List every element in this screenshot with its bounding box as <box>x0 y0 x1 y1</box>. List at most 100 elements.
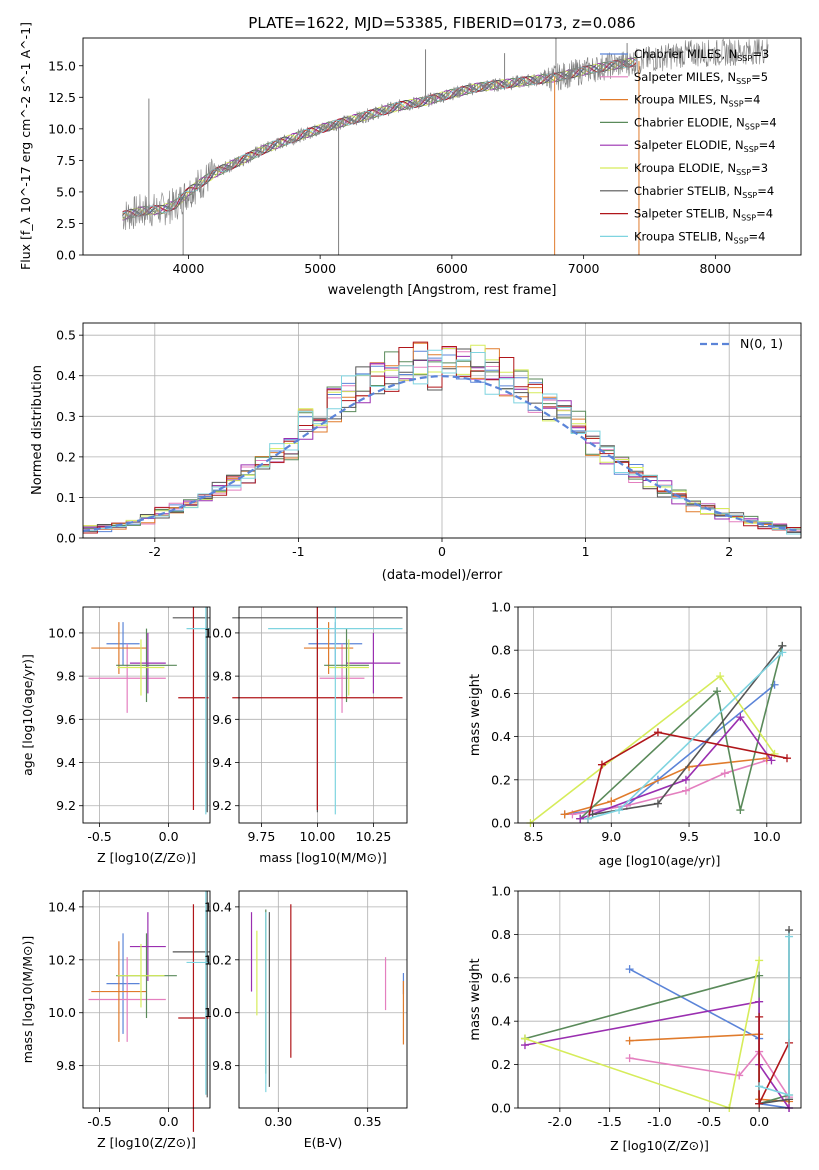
x-tick-label: 0 <box>438 544 446 559</box>
x-tick-label: -2 <box>149 544 161 559</box>
y-tick-label: 1.0 <box>491 600 511 615</box>
legend-entry: Salpeter ELODIE, NSSP=4 <box>634 138 776 154</box>
x-tick-label: 0.0 <box>749 1114 769 1129</box>
normal-reference-curve <box>82 375 802 532</box>
y-axis-label: Flux [f_λ 10^-17 erg cm^-2 s^-1 A^-1] <box>18 22 33 270</box>
ticks: 4000 5000 6000 7000 8000 0.0 2.5 5.0 7.5 10.0 12.5… <box>48 58 731 276</box>
x-tick-label: -0.5 <box>87 829 111 844</box>
residual-histogram-panel: -2 -1 0 1 2 0.0 0.1 0.2 0.3 0.4 0.5 N(0, 1) (data-mo… <box>30 322 802 583</box>
x-tick-label: 0.30 <box>264 1114 292 1129</box>
x-axis-label: mass [log10(M/M⊙)] <box>259 850 387 865</box>
series-point <box>755 956 764 965</box>
grid <box>239 891 407 1108</box>
y-tick-label: 10.0 <box>204 1005 232 1020</box>
y-axis-label: age [log10(age/yr)] <box>20 654 35 776</box>
series-point <box>625 1036 634 1045</box>
errorbar-chabrier-stelib <box>172 607 210 813</box>
y-tick-label: 10.0 <box>204 625 232 640</box>
series-kroupa-stelib <box>755 932 794 1099</box>
x-tick-label: -2.0 <box>548 1114 572 1129</box>
series-point <box>778 648 787 657</box>
axes-frame <box>238 890 408 1109</box>
errorbar-salpeter-stelib <box>232 607 403 811</box>
y-tick-label: 0.1 <box>56 490 76 505</box>
age-vs-metallicity-panel: -0.5 0.0 9.2 9.4 9.6 9.8 10.0 Z [log10(Z/Z⊙)] ag… <box>20 606 211 865</box>
figure-title: PLATE=1622, MJD=53385, FIBERID=0173, z=0… <box>248 14 635 32</box>
x-tick-label: -0.5 <box>697 1114 721 1129</box>
histogram-salpeter-stelib <box>83 341 801 534</box>
y-tick-label: 0.6 <box>491 686 511 701</box>
model-spectrum-kroupa-miles <box>122 57 637 218</box>
x-tick-label: 9.75 <box>247 829 275 844</box>
y-tick-label: 9.8 <box>212 669 232 684</box>
mass-vs-ebv-panel: 0.30 0.35 9.8 10.0 10.2 10.4 E(B-V) <box>204 890 408 1150</box>
y-tick-label: 9.8 <box>56 669 76 684</box>
axes-frame <box>238 606 408 824</box>
y-tick-label: 10.4 <box>204 899 232 914</box>
y-tick-label: 9.8 <box>212 1058 232 1073</box>
ticks: 0.30 0.35 9.8 10.0 10.2 10.4 <box>204 899 381 1129</box>
x-axis-label: Z [log10(Z/Z⊙)] <box>610 1138 709 1153</box>
y-tick-label: 5.0 <box>56 184 76 199</box>
legend-entry: Chabrier MILES, NSSP=3 <box>634 47 769 63</box>
errorbar-kroupa-stelib <box>186 607 210 815</box>
grid <box>83 891 210 1108</box>
model-spectrum-chabrier-elodie <box>122 56 637 220</box>
errorbar-salpeter-miles <box>88 957 166 1042</box>
series-kroupa-miles <box>560 754 771 819</box>
errorbar-salpeter-miles <box>88 643 166 713</box>
y-tick-label: 12.5 <box>48 90 76 105</box>
model-spectrum-salpeter-miles <box>122 60 637 217</box>
ticks: 9.75 10.00 10.25 9.2 9.4 9.6 9.8 10.0 <box>204 625 391 844</box>
series-point <box>625 965 634 974</box>
series-point <box>653 728 662 737</box>
errorbar-salpeter-elodie <box>129 912 166 981</box>
x-tick-label: 10.0 <box>753 829 781 844</box>
series-point <box>736 713 745 722</box>
series-salpeter-elodie <box>520 997 794 1112</box>
y-axis-label: Normed distribution <box>30 365 45 495</box>
y-tick-label: 9.6 <box>56 712 76 727</box>
y-axis-label: mass [log10(M/M⊙)] <box>20 936 35 1064</box>
y-tick-label: 7.5 <box>56 153 76 168</box>
series-point <box>625 1054 634 1063</box>
series-point <box>755 997 764 1006</box>
x-tick-label: 2 <box>725 544 733 559</box>
y-tick-label: 2.5 <box>56 216 76 231</box>
series-chabrier-stelib <box>588 641 787 819</box>
series-line <box>579 715 773 820</box>
y-tick-label: 0.8 <box>491 927 511 942</box>
errorbar-chabrier-elodie <box>324 628 369 703</box>
y-tick-label: 0.3 <box>56 409 76 424</box>
x-tick-label: 0.0 <box>159 1114 179 1129</box>
y-tick-label: 10.2 <box>204 952 232 967</box>
series-point <box>720 769 729 778</box>
model-spectrum-salpeter-stelib <box>122 60 637 217</box>
x-tick-label: -1 <box>292 544 304 559</box>
series-point <box>755 1099 764 1108</box>
errorbar-salpeter-elodie <box>129 632 166 694</box>
model-spectrum-kroupa-stelib <box>122 58 637 218</box>
series-point <box>583 814 592 823</box>
axes-frame <box>82 890 211 1109</box>
series-line <box>587 731 788 819</box>
x-axis-label: wavelength [Angstrom, rest frame] <box>328 283 557 298</box>
grid <box>83 323 801 539</box>
legend-entry: Salpeter STELIB, NSSP=4 <box>634 207 773 223</box>
series-point <box>681 775 690 784</box>
errorbar-kroupa-elodie <box>117 943 165 1008</box>
x-tick-label: 4000 <box>172 261 204 276</box>
series-point <box>653 799 662 808</box>
series-point <box>713 687 722 696</box>
series-point <box>736 806 745 815</box>
model-spectrum-salpeter-elodie <box>122 57 637 221</box>
x-tick-label: -1.0 <box>647 1114 671 1129</box>
x-tick-label: -1.5 <box>597 1114 621 1129</box>
x-tick-label: 0.0 <box>159 829 179 844</box>
y-tick-label: 15.0 <box>48 58 76 73</box>
errorbar-salpeter-stelib <box>178 904 209 1132</box>
y-tick-label: 10.0 <box>48 1005 76 1020</box>
series-point <box>716 672 725 681</box>
y-axis-label: mass weight <box>468 674 483 756</box>
series-kroupa-elodie <box>520 956 764 1112</box>
